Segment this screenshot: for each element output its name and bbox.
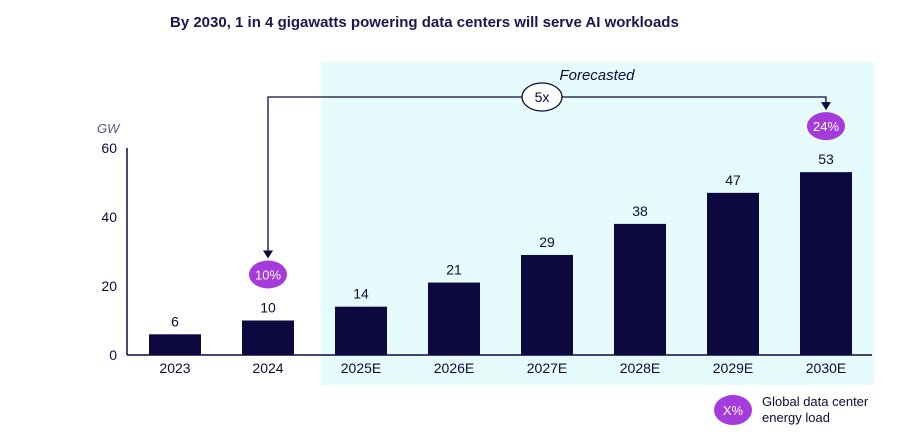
multiplier-text: 5x [535, 89, 550, 105]
value-label: 14 [353, 286, 369, 302]
bar-2030E [800, 172, 852, 355]
badge-2030E [807, 112, 845, 141]
x-tick-label: 2029E [713, 360, 753, 376]
y-ticks: 0 20 40 60 [101, 140, 117, 363]
multiplier-badge [521, 82, 563, 112]
value-label: 6 [171, 313, 179, 329]
arrow-head-icon [263, 250, 273, 259]
bars [149, 172, 852, 355]
x-tick-label: 2028E [620, 360, 660, 376]
value-label: 10 [260, 300, 276, 316]
legend-badge-text: X% [723, 403, 744, 418]
category-labels: 2023 2024 2025E 2026E 2027E 2028E 2029E 2030E [159, 360, 846, 376]
y-tick-label: 0 [109, 347, 117, 363]
forecast-label: Forecasted [559, 67, 635, 84]
bar-2024 [242, 320, 294, 355]
x-tick-label: 2025E [341, 360, 381, 376]
x-tick-label: 2030E [806, 360, 846, 376]
value-label: 53 [818, 151, 834, 167]
y-tick-label: 40 [101, 209, 117, 225]
value-label: 38 [632, 203, 648, 219]
x-tick-label: 2026E [434, 360, 474, 376]
value-label: 21 [446, 262, 462, 278]
arrow-head-icon [821, 102, 831, 111]
bar-2027E [521, 254, 573, 355]
y-tick-label: 60 [101, 140, 117, 156]
chart-title: By 2030, 1 in 4 gigawatts powering data … [170, 14, 679, 31]
value-label: 29 [539, 234, 555, 250]
value-label: 47 [725, 172, 741, 188]
bar-2023 [149, 334, 201, 355]
legend-badge [714, 395, 752, 425]
bar-2028E [614, 223, 666, 355]
value-labels: 6 10 14 21 29 38 47 53 [171, 151, 834, 329]
badge-text: 24% [813, 119, 839, 134]
x-tick-label: 2024 [252, 360, 283, 376]
y-tick-label: 20 [101, 278, 117, 294]
badge-2024 [249, 260, 287, 289]
bar-2026E [428, 282, 480, 355]
energy-load-badges: 10% 24% [249, 112, 845, 289]
legend-label: Global data center energy load [762, 394, 869, 425]
x-tick-label: 2023 [159, 360, 190, 376]
bar-2025E [335, 306, 387, 355]
y-axis-unit: GW [97, 121, 121, 136]
x-tick-label: 2027E [527, 360, 567, 376]
legend: X% Global data center energy load [714, 394, 869, 425]
bar-2029E [707, 192, 759, 355]
forecast-region [321, 62, 874, 385]
badge-text: 10% [255, 268, 281, 283]
growth-connector: 5x [263, 82, 831, 259]
